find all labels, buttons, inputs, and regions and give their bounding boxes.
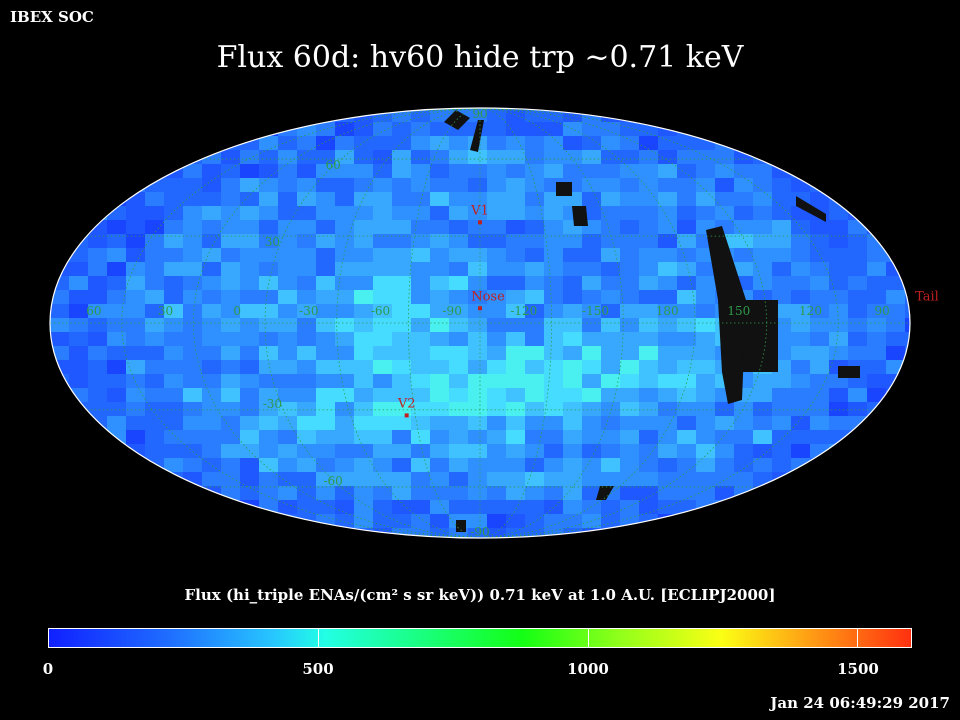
latitude-labels: 90 60 30 -30 -60 -90 (263, 107, 490, 539)
colorbar-label: 1500 (837, 660, 879, 678)
colorbar-label: 0 (42, 660, 54, 678)
colorbar-title: Flux (hi_triple ENAs/(cm² s sr keV)) 0.7… (184, 586, 776, 604)
map-outline (49, 107, 911, 539)
map-title: Flux 60d: hv60 hide trp ~0.71 keV (216, 40, 744, 75)
timestamp: Jan 24 06:49:29 2017 (770, 694, 950, 712)
latitude-label: -30 (263, 397, 282, 411)
longitude-label: 90 (875, 304, 890, 318)
colorbar-label: 500 (302, 660, 334, 678)
longitude-label: -120 (510, 304, 537, 318)
latitude-label: -60 (323, 474, 342, 488)
colorbar-tick (587, 629, 589, 647)
marker-dot (404, 413, 409, 418)
latitude-label: 30 (265, 235, 280, 249)
latitude-label: 90 (472, 107, 487, 121)
marker-label: Tail (915, 289, 939, 304)
latitude-label: -90 (470, 525, 489, 539)
longitude-label: 120 (799, 304, 822, 318)
colorbar-tick (318, 629, 320, 647)
longitude-label: 60 (86, 304, 101, 318)
graticule (50, 108, 910, 538)
longitude-labels: 60 30 0 -30 -60 -90 -120 -150 180 150 120 90 (86, 304, 890, 318)
marker-label: V1 (470, 203, 489, 218)
longitude-label: 150 (727, 304, 750, 318)
map-markers: V1 Nose V2 Tail (397, 203, 939, 418)
longitude-label: -90 (443, 304, 462, 318)
marker-label: V2 (397, 396, 416, 411)
marker-dot (478, 306, 482, 311)
longitude-label: -60 (371, 304, 390, 318)
longitude-label: -30 (299, 304, 318, 318)
longitude-label: 30 (158, 304, 173, 318)
marker-label: Nose (471, 289, 505, 304)
longitude-label: 180 (656, 304, 679, 318)
colorbar-label: 1000 (567, 660, 609, 678)
longitude-label: -150 (582, 304, 609, 318)
marker-dot (478, 220, 482, 225)
latitude-label: 60 (325, 158, 340, 172)
corner-label: IBEX SOC (10, 8, 94, 26)
longitude-label: 0 (233, 304, 241, 318)
colorbar (48, 628, 912, 648)
colorbar-tick (857, 629, 859, 647)
